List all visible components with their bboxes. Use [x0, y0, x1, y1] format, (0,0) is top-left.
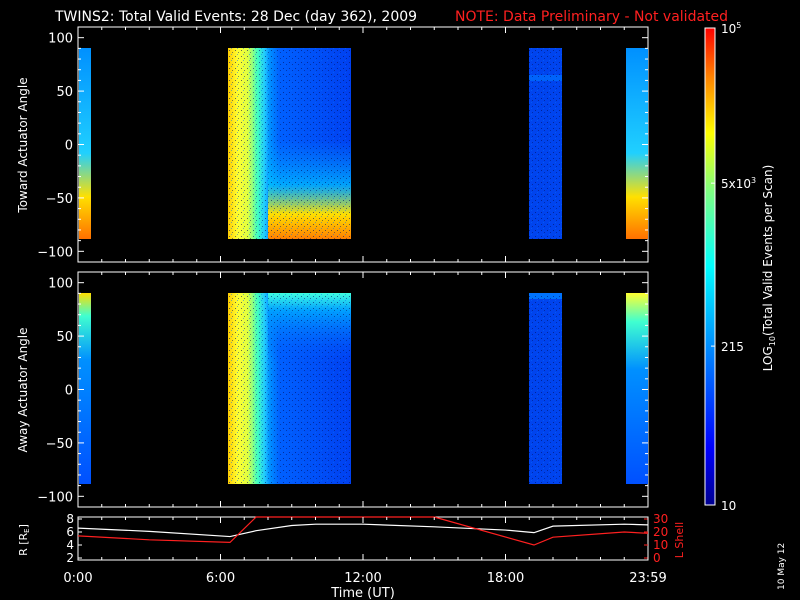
svg-text:LOG10(Total Valid Events per S: LOG10(Total Valid Events per Scan): [761, 165, 777, 372]
y-tick-label: 50: [56, 85, 73, 100]
top-ylabel: Toward Actuator Angle: [16, 77, 30, 213]
lshell-tick-label: 0: [653, 551, 661, 565]
lshell-tick-label: 20: [653, 525, 668, 539]
y-tick-label: −50: [46, 437, 73, 452]
plot-title: TWINS2: Total Valid Events: 28 Dec (day …: [54, 9, 417, 25]
colorbar-label: 105: [721, 21, 741, 36]
colorbar-title-base: LOG: [761, 346, 775, 371]
x-tick-label: 12:00: [344, 571, 381, 586]
x-tick-label: 23:59: [629, 571, 666, 586]
colorbar-label: 10: [721, 499, 736, 513]
svg-text:R [RE]: R [RE]: [17, 524, 31, 556]
colorbar-label: 5x103: [721, 176, 756, 191]
x-tick-label: 18:00: [487, 571, 524, 586]
y-tick-label: 0: [65, 384, 73, 399]
data-block-right-edge: [626, 293, 648, 484]
bottom-ylabel: Away Actuator Angle: [16, 327, 30, 452]
r-tick-label: 2: [66, 551, 74, 565]
lshell-ylabel: L Shell: [673, 522, 686, 558]
colorbar-title-sub: 10: [768, 336, 777, 346]
r-ylabel: R [R: [17, 532, 30, 555]
x-tick-label: 6:00: [206, 571, 235, 586]
colorbar-title-rest: (Total Valid Events per Scan): [761, 165, 775, 336]
colorbar-label: 215: [721, 340, 744, 354]
y-tick-label: −50: [46, 192, 73, 207]
timestamp: 10 May 12: [777, 543, 787, 590]
r-ylabel-sub: E: [23, 528, 31, 532]
r-trace-line: [77, 523, 649, 538]
r-ylabel-end: ]: [17, 524, 30, 528]
panel-away: −100 −50 0 50 100 Away Actuator Angle: [16, 271, 649, 508]
lshell-tick-label: 10: [653, 538, 668, 552]
x-tick-label: 0:00: [63, 571, 92, 586]
x-axis-label: Time (UT): [330, 586, 395, 600]
data-block-right-edge: [626, 48, 648, 239]
data-block-left-edge: [79, 48, 91, 239]
y-tick-label: 100: [48, 32, 73, 47]
y-tick-label: 50: [56, 330, 73, 345]
y-tick-label: 0: [65, 139, 73, 154]
y-tick-label: 100: [48, 277, 73, 292]
r-tick-label: 4: [66, 538, 74, 552]
lshell-tick-label: 30: [653, 512, 668, 526]
y-tick-label: −100: [37, 490, 73, 505]
preliminary-note: NOTE: Data Preliminary - Not validated: [455, 9, 728, 25]
data-block-left-edge: [79, 293, 91, 484]
r-tick-label: 8: [66, 512, 74, 526]
y-tick-label: −100: [37, 245, 73, 260]
panel-toward: −100 −50 0 50 100 Toward Actuator Angle: [16, 26, 649, 263]
r-tick-label: 6: [66, 525, 74, 539]
